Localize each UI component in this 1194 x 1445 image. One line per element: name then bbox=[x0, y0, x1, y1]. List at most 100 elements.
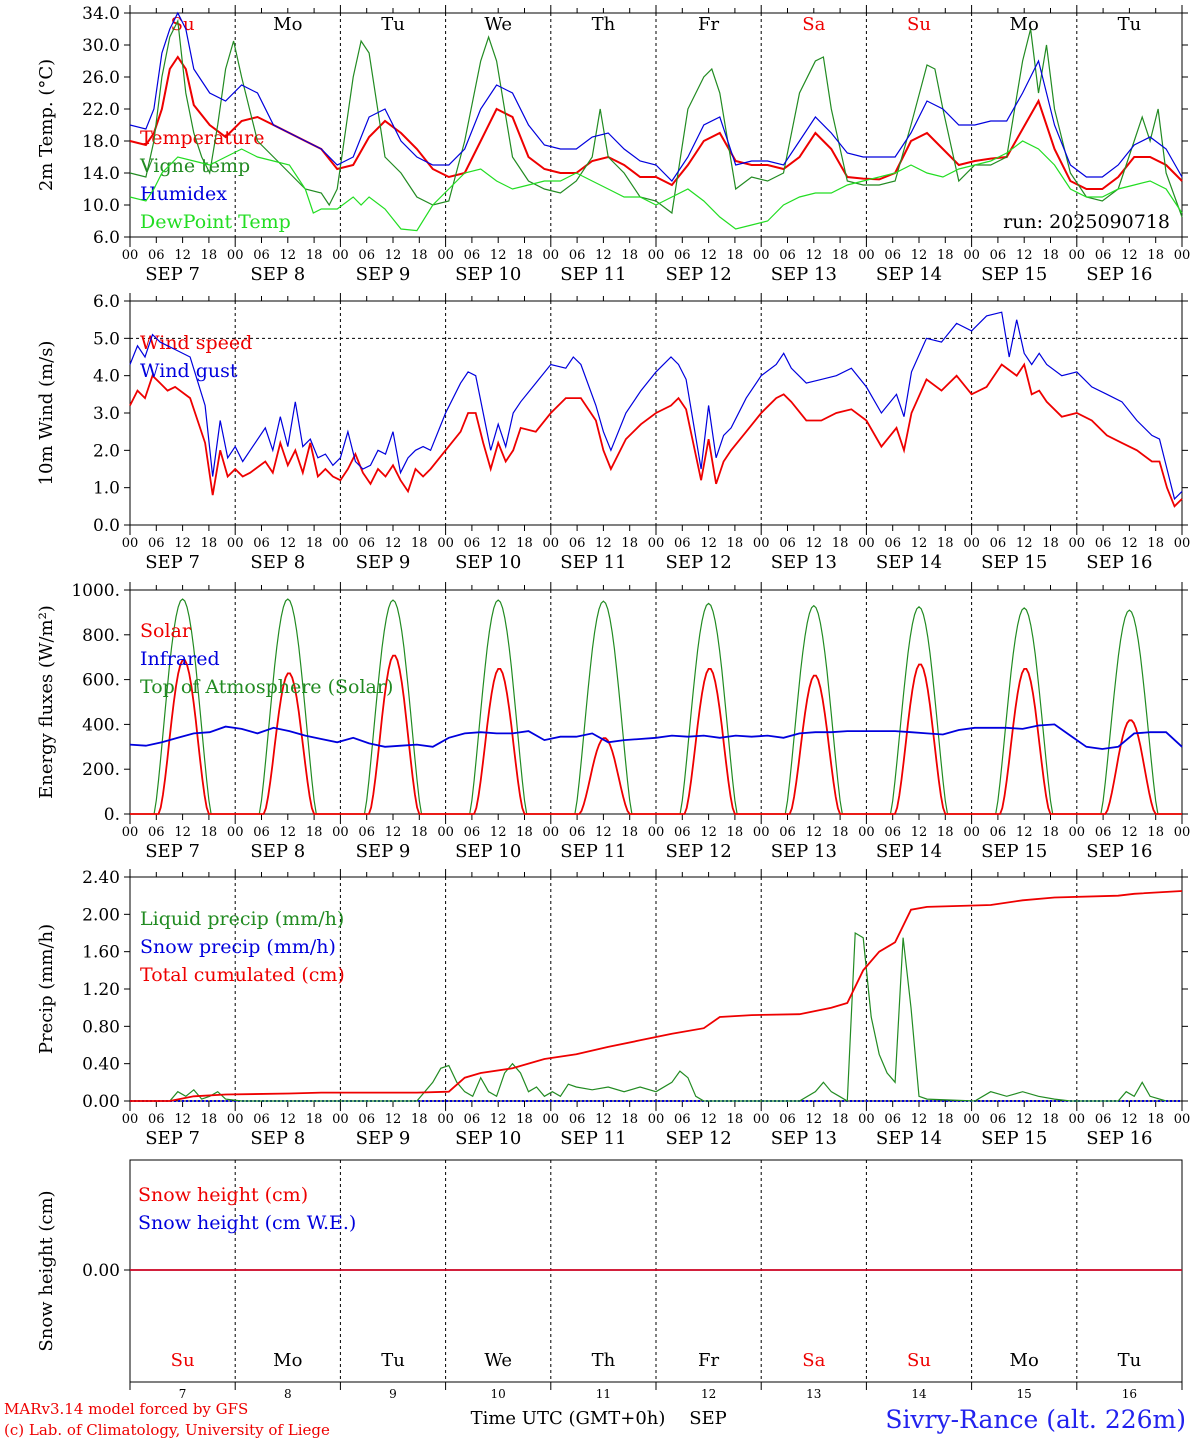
hour-tick-label: 12 bbox=[911, 825, 928, 840]
hour-tick-label: 12 bbox=[1016, 248, 1033, 263]
date-label: SEP 12 bbox=[665, 552, 731, 573]
hour-tick-label: 18 bbox=[727, 1112, 744, 1127]
series-line-vigne-temp bbox=[129, 18, 1183, 218]
legend-entry: Wind speed bbox=[140, 332, 252, 354]
hour-tick-label: 18 bbox=[201, 536, 218, 551]
y-tick-label: 0.00 bbox=[82, 1092, 120, 1112]
date-label: SEP 9 bbox=[356, 1128, 411, 1149]
hour-tick-label: 12 bbox=[174, 536, 191, 551]
date-label: SEP 14 bbox=[876, 264, 942, 285]
y-tick-label: 200. bbox=[82, 760, 120, 780]
hour-tick-label: 06 bbox=[464, 248, 481, 263]
y-tick-label: 10.0 bbox=[82, 196, 120, 216]
hour-tick-label: 12 bbox=[1016, 825, 1033, 840]
hour-tick-label: 00 bbox=[1069, 248, 1086, 263]
legend-entry: Humidex bbox=[140, 183, 227, 205]
y-tick-label: 2.0 bbox=[93, 441, 120, 461]
y-tick-label: 1000. bbox=[71, 581, 120, 601]
date-label: SEP 15 bbox=[981, 552, 1047, 573]
date-label: SEP 11 bbox=[560, 264, 626, 285]
series-line-liquid-precip-mm-h- bbox=[130, 931, 1167, 1103]
hour-tick-label: 06 bbox=[569, 1112, 586, 1127]
hour-tick-label: 18 bbox=[832, 248, 849, 263]
hour-tick-label: 00 bbox=[437, 825, 454, 840]
y-tick-label: 18.0 bbox=[82, 132, 120, 152]
series-line-wind-gust bbox=[129, 311, 1183, 501]
hour-tick-label: 18 bbox=[306, 1112, 323, 1127]
y-tick-label: 26.0 bbox=[82, 68, 120, 88]
hour-tick-label: 06 bbox=[674, 248, 691, 263]
hour-tick-label: 12 bbox=[280, 825, 297, 840]
date-label: SEP 15 bbox=[981, 264, 1047, 285]
hour-tick-label: 00 bbox=[753, 248, 770, 263]
hour-tick-label: 12 bbox=[1121, 825, 1138, 840]
date-label: SEP 16 bbox=[1086, 1128, 1152, 1149]
day-of-week-label: Su bbox=[907, 14, 931, 35]
hour-tick-label: 12 bbox=[911, 1112, 928, 1127]
hour-tick-label: 12 bbox=[700, 536, 717, 551]
hour-tick-label: 00 bbox=[227, 825, 244, 840]
hour-tick-label: 06 bbox=[569, 536, 586, 551]
hour-tick-label: 00 bbox=[332, 825, 349, 840]
hour-tick-label: 12 bbox=[490, 536, 507, 551]
y-tick-label: 400. bbox=[82, 715, 120, 735]
hour-tick-label: 00 bbox=[648, 536, 665, 551]
date-label: SEP 14 bbox=[876, 552, 942, 573]
hour-tick-label: 00 bbox=[122, 248, 139, 263]
date-label: SEP 12 bbox=[665, 264, 731, 285]
hour-tick-label: 00 bbox=[332, 1112, 349, 1127]
hour-tick-label: 12 bbox=[385, 536, 402, 551]
hour-tick-label: 06 bbox=[253, 248, 270, 263]
panel-frame-energy bbox=[129, 589, 1183, 815]
hour-tick-label: 00 bbox=[858, 1112, 875, 1127]
hour-tick-label: 12 bbox=[1121, 248, 1138, 263]
day-of-week-label: Tu bbox=[1118, 1350, 1142, 1371]
hour-tick-label: 12 bbox=[700, 1112, 717, 1127]
date-label: SEP 10 bbox=[455, 1128, 521, 1149]
hour-tick-label: 12 bbox=[700, 825, 717, 840]
hour-tick-label: 06 bbox=[674, 825, 691, 840]
hour-tick-label: 00 bbox=[648, 1112, 665, 1127]
date-label: SEP 8 bbox=[250, 841, 305, 862]
date-label: SEP 11 bbox=[560, 552, 626, 573]
hour-tick-label: 18 bbox=[411, 825, 428, 840]
hour-tick-label: 06 bbox=[148, 825, 165, 840]
hour-tick-label: 12 bbox=[595, 825, 612, 840]
hour-tick-label: 06 bbox=[358, 825, 375, 840]
legend-entry: Top of Atmosphere (Solar) bbox=[140, 676, 393, 698]
hour-tick-label: 12 bbox=[806, 248, 823, 263]
hour-tick-label: 12 bbox=[174, 825, 191, 840]
hour-tick-label: 18 bbox=[201, 248, 218, 263]
day-of-week-label: Th bbox=[592, 14, 616, 35]
model-credit: MARv3.14 model forced by GFS bbox=[4, 1400, 248, 1418]
y-axis-label: Precip (mm/h) bbox=[36, 924, 57, 1054]
hour-tick-label: 00 bbox=[1174, 536, 1191, 551]
hour-tick-label: 12 bbox=[490, 248, 507, 263]
date-label: SEP 16 bbox=[1086, 841, 1152, 862]
hour-tick-label: 12 bbox=[700, 248, 717, 263]
hour-tick-label: 06 bbox=[779, 825, 796, 840]
y-tick-label: 0. bbox=[104, 805, 120, 825]
hour-tick-label: 00 bbox=[122, 1112, 139, 1127]
hour-tick-label: 12 bbox=[385, 1112, 402, 1127]
hour-tick-label: 00 bbox=[753, 536, 770, 551]
hour-tick-label: 18 bbox=[1042, 248, 1059, 263]
series-line-solar bbox=[130, 654, 1182, 815]
y-tick-label: 2.00 bbox=[82, 905, 120, 925]
hour-tick-label: 00 bbox=[122, 825, 139, 840]
hour-tick-label: 18 bbox=[306, 536, 323, 551]
day-number-label: 10 bbox=[491, 1387, 506, 1401]
date-label: SEP 15 bbox=[981, 841, 1047, 862]
hour-tick-label: 00 bbox=[543, 1112, 560, 1127]
hour-tick-label: 00 bbox=[543, 825, 560, 840]
hour-tick-label: 06 bbox=[569, 825, 586, 840]
day-of-week-label: We bbox=[484, 1350, 512, 1371]
day-number-label: 15 bbox=[1017, 1387, 1032, 1401]
series-line-total-cumulated-cm- bbox=[130, 890, 1183, 1102]
hour-tick-label: 12 bbox=[806, 1112, 823, 1127]
lab-credit: (c) Lab. of Climatology, University of L… bbox=[4, 1421, 330, 1439]
date-label: SEP 14 bbox=[876, 1128, 942, 1149]
hour-tick-label: 00 bbox=[227, 248, 244, 263]
hour-tick-label: 12 bbox=[1121, 1112, 1138, 1127]
